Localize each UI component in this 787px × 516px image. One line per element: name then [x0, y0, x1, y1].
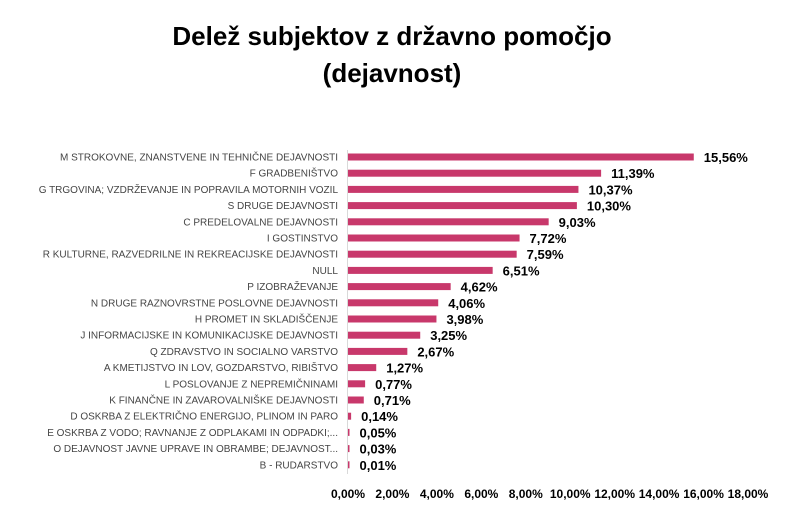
- bar: [348, 250, 517, 258]
- category-label: G TRGOVINA; VZDRŽEVANJE IN POPRAVILA MOT…: [39, 183, 339, 196]
- category-label: NULL: [312, 266, 338, 277]
- category-label: A KMETIJSTVO IN LOV, GOZDARSTVO, RIBIŠTV…: [104, 361, 338, 374]
- bar: [348, 380, 366, 388]
- x-tick-label: 4,00%: [420, 487, 454, 501]
- bar: [348, 396, 364, 404]
- bar: [348, 153, 694, 161]
- category-label: J INFORMACIJSKE IN KOMUNIKACIJSKE DEJAVN…: [80, 331, 338, 342]
- bar: [348, 185, 579, 193]
- data-label: 2,67%: [417, 344, 454, 359]
- bar: [348, 364, 377, 372]
- category-label: H PROMET IN SKLADIŠČENJE: [195, 313, 339, 326]
- category-label: Q ZDRAVSTVO IN SOCIALNO VARSTVO: [150, 347, 338, 358]
- x-tick-label: 6,00%: [464, 487, 498, 501]
- data-label: 11,39%: [611, 166, 655, 181]
- bar: [348, 428, 350, 436]
- x-tick-label: 8,00%: [509, 487, 543, 501]
- data-label: 3,25%: [430, 328, 467, 343]
- bars-group: M STROKOVNE, ZNANSTVENE IN TEHNIČNE DEJA…: [39, 150, 749, 473]
- category-label: C PREDELOVALNE DEJAVNOSTI: [183, 217, 338, 228]
- data-label: 9,03%: [559, 215, 596, 230]
- x-tick-label: 18,00%: [728, 487, 769, 501]
- data-label: 4,62%: [461, 280, 498, 295]
- category-label: I GOSTINSTVO: [267, 234, 338, 245]
- category-label: K FINANČNE IN ZAVAROVALNIŠKE DEJAVNOSTI: [109, 394, 338, 407]
- x-axis-ticks: 0,00% 2,00% 4,00% 6,00% 8,00% 10,00% 12,00% 14,…: [331, 487, 769, 501]
- data-label: 0,14%: [361, 409, 398, 424]
- bar: [348, 315, 437, 323]
- data-label: 7,72%: [530, 231, 567, 246]
- x-tick-label: 10,00%: [550, 487, 591, 501]
- chart-title-line-2: (dejavnost): [323, 58, 462, 88]
- bar: [348, 299, 439, 307]
- data-label: 4,06%: [448, 296, 485, 311]
- data-label: 6,51%: [503, 263, 540, 278]
- data-label: 1,27%: [386, 361, 423, 376]
- bar: [348, 218, 549, 226]
- data-label: 0,77%: [375, 377, 412, 392]
- bar: [348, 202, 577, 210]
- data-label: 0,71%: [374, 393, 411, 408]
- data-label: 0,05%: [360, 425, 397, 440]
- category-label: P IZOBRAŽEVANJE: [247, 280, 338, 293]
- bar: [348, 266, 493, 274]
- bar: [348, 347, 408, 355]
- category-label: E OSKRBA Z VODO; RAVNANJE Z ODPLAKAMI IN…: [47, 428, 338, 439]
- data-label: 15,56%: [704, 150, 749, 165]
- category-label: N DRUGE RAZNOVRSTNE POSLOVNE DEJAVNOSTI: [91, 298, 338, 309]
- category-label: M STROKOVNE, ZNANSTVENE IN TEHNIČNE DEJA…: [60, 151, 338, 164]
- data-label: 7,59%: [527, 247, 564, 262]
- category-label: F GRADBENIŠTVO: [250, 167, 339, 180]
- bar: [348, 234, 520, 242]
- category-label: S DRUGE DEJAVNOSTI: [228, 201, 338, 212]
- data-label: 10,37%: [588, 182, 633, 197]
- bar: [348, 331, 421, 339]
- x-tick-label: 16,00%: [683, 487, 724, 501]
- data-label: 0,03%: [360, 442, 397, 457]
- data-label: 0,01%: [360, 458, 397, 473]
- x-tick-label: 0,00%: [331, 487, 365, 501]
- category-label: R KULTURNE, RAZVEDRILNE IN REKREACIJSKE …: [43, 250, 338, 261]
- category-label: O DEJAVNOST JAVNE UPRAVE IN OBRAMBE; DEJ…: [53, 444, 338, 455]
- bar: [348, 445, 350, 453]
- data-label: 3,98%: [446, 312, 483, 327]
- bar: [348, 283, 451, 291]
- x-tick-label: 2,00%: [375, 487, 409, 501]
- bar: [348, 461, 350, 469]
- bar: [348, 412, 352, 420]
- category-label: L POSLOVANJE Z NEPREMIČNINAMI: [165, 377, 338, 390]
- x-tick-label: 12,00%: [594, 487, 635, 501]
- data-label: 10,30%: [587, 199, 632, 214]
- x-tick-label: 14,00%: [639, 487, 680, 501]
- category-label: B - RUDARSTVO: [260, 460, 339, 471]
- category-label: D OSKRBA Z ELEKTRIČNO ENERGIJO, PLINOM I…: [70, 410, 338, 423]
- bar: [348, 169, 602, 177]
- chart-title-line-1: Delež subjektov z državno pomočjo: [172, 21, 611, 51]
